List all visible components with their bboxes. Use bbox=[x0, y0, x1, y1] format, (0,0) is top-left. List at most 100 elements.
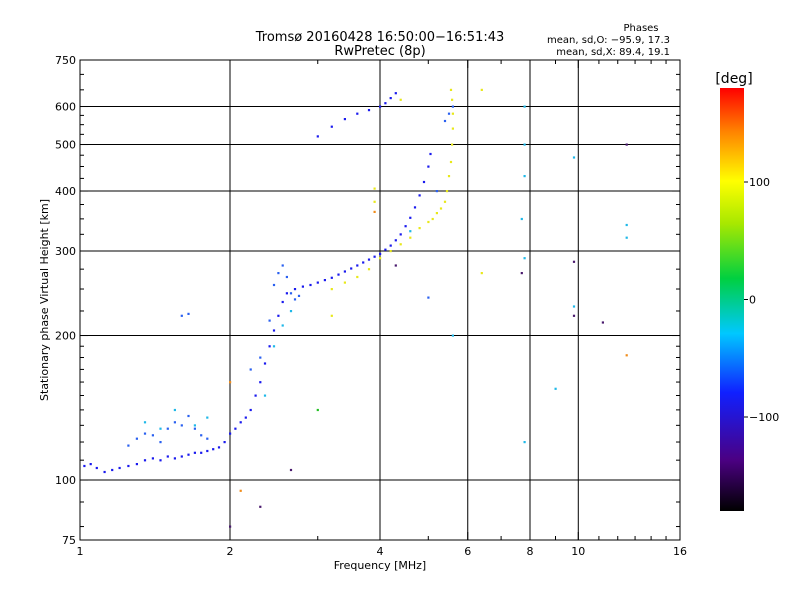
data-point bbox=[356, 264, 359, 267]
data-point bbox=[229, 525, 232, 528]
data-point bbox=[451, 105, 454, 108]
data-point bbox=[409, 230, 412, 233]
data-point bbox=[435, 190, 438, 193]
data-point bbox=[180, 314, 183, 317]
y-tick-label: 100 bbox=[55, 474, 76, 487]
data-point bbox=[367, 268, 371, 271]
data-point bbox=[118, 466, 121, 470]
data-point bbox=[389, 250, 392, 253]
data-point bbox=[135, 437, 138, 440]
data-point bbox=[229, 381, 232, 384]
data-point bbox=[422, 180, 426, 184]
data-point bbox=[159, 441, 162, 444]
data-point bbox=[187, 453, 190, 456]
colorbar-tick-label: 0 bbox=[749, 294, 756, 307]
x-tick-label: 16 bbox=[673, 545, 687, 558]
data-point bbox=[384, 248, 387, 251]
axis-ticks: 1 2 4 6 8 10 16 75 100 200 300 400 500 600 750 bbox=[55, 54, 687, 558]
data-point bbox=[449, 160, 453, 164]
y-tick-label: 75 bbox=[62, 534, 76, 547]
data-point bbox=[268, 345, 271, 348]
data-point bbox=[259, 356, 262, 359]
data-point bbox=[297, 294, 301, 297]
data-point bbox=[443, 119, 447, 123]
data-point bbox=[289, 310, 293, 313]
data-point bbox=[572, 314, 576, 317]
data-point bbox=[389, 244, 392, 247]
data-points bbox=[83, 88, 628, 528]
data-point bbox=[281, 264, 284, 267]
data-point bbox=[180, 424, 183, 427]
data-point bbox=[625, 354, 628, 357]
data-point bbox=[480, 272, 483, 275]
data-point bbox=[445, 190, 449, 193]
data-point bbox=[480, 88, 483, 91]
data-point bbox=[285, 292, 288, 295]
data-point bbox=[180, 455, 183, 458]
data-point bbox=[217, 446, 221, 449]
data-point bbox=[373, 210, 376, 213]
x-tick-label: 2 bbox=[227, 545, 234, 558]
data-point bbox=[159, 427, 162, 430]
data-point bbox=[625, 143, 628, 146]
data-point bbox=[277, 272, 280, 275]
data-point bbox=[151, 434, 154, 437]
data-point bbox=[285, 275, 288, 279]
data-point bbox=[394, 264, 397, 267]
data-point bbox=[289, 292, 293, 295]
data-point bbox=[379, 252, 382, 255]
data-point bbox=[427, 220, 430, 224]
data-point bbox=[429, 152, 432, 156]
data-point bbox=[451, 127, 454, 130]
y-tick-label: 400 bbox=[55, 185, 76, 198]
data-point bbox=[111, 468, 114, 472]
data-point bbox=[451, 112, 454, 115]
data-point bbox=[239, 489, 242, 492]
data-point bbox=[239, 421, 242, 424]
data-point bbox=[409, 216, 412, 219]
data-point bbox=[330, 314, 333, 317]
data-point bbox=[212, 448, 215, 451]
data-point bbox=[206, 437, 209, 440]
data-point bbox=[323, 279, 326, 282]
colorbar-tick-label: 100 bbox=[749, 176, 770, 189]
data-point bbox=[159, 459, 162, 462]
data-point bbox=[268, 319, 271, 322]
data-point bbox=[316, 135, 319, 138]
y-tick-label: 500 bbox=[55, 139, 76, 152]
y-tick-label: 600 bbox=[55, 101, 76, 114]
data-point bbox=[293, 298, 297, 301]
data-point bbox=[337, 273, 340, 276]
data-point bbox=[166, 455, 169, 458]
data-point bbox=[343, 281, 346, 284]
colorbar-label: [deg] bbox=[715, 71, 752, 87]
data-point bbox=[127, 444, 130, 447]
data-point bbox=[259, 505, 262, 508]
y-tick-label: 200 bbox=[55, 330, 76, 343]
data-point bbox=[166, 427, 169, 430]
data-point bbox=[200, 434, 203, 437]
data-point bbox=[413, 206, 417, 209]
data-point bbox=[249, 368, 252, 371]
data-point bbox=[601, 321, 604, 324]
chart-title: Tromsø 20160428 16:50:00−16:51:43 bbox=[255, 30, 505, 45]
colorbar-ticks: 100 0 −100 bbox=[744, 176, 779, 424]
grid-lines bbox=[80, 60, 680, 540]
x-tick-label: 1 bbox=[77, 545, 84, 558]
data-point bbox=[193, 451, 196, 454]
data-point bbox=[523, 143, 526, 146]
data-point bbox=[373, 187, 376, 190]
data-point bbox=[451, 143, 454, 146]
data-point bbox=[520, 217, 523, 221]
stats-line-o: mean, sd,O: −95.9, 17.3 bbox=[547, 35, 670, 46]
data-point bbox=[151, 457, 154, 460]
data-point bbox=[427, 165, 430, 168]
data-point bbox=[394, 239, 397, 242]
data-point bbox=[362, 261, 365, 264]
data-point bbox=[249, 408, 252, 412]
data-point bbox=[449, 88, 453, 91]
data-point bbox=[350, 267, 353, 270]
data-point bbox=[330, 125, 333, 128]
data-point bbox=[399, 98, 402, 101]
data-point bbox=[404, 225, 407, 228]
